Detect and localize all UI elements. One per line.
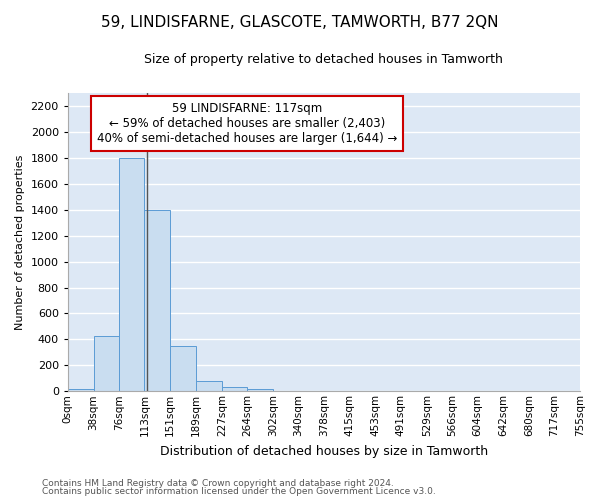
Text: 59, LINDISFARNE, GLASCOTE, TAMWORTH, B77 2QN: 59, LINDISFARNE, GLASCOTE, TAMWORTH, B77…	[101, 15, 499, 30]
Bar	[94, 336, 119, 392]
Bar	[145, 210, 170, 392]
Bar	[170, 346, 196, 392]
Title: Size of property relative to detached houses in Tamworth: Size of property relative to detached ho…	[145, 52, 503, 66]
X-axis label: Distribution of detached houses by size in Tamworth: Distribution of detached houses by size …	[160, 444, 488, 458]
Text: Contains public sector information licensed under the Open Government Licence v3: Contains public sector information licen…	[42, 487, 436, 496]
Text: Contains HM Land Registry data © Crown copyright and database right 2024.: Contains HM Land Registry data © Crown c…	[42, 478, 394, 488]
Bar	[68, 390, 94, 392]
Bar	[247, 390, 272, 392]
Bar	[119, 158, 145, 392]
Y-axis label: Number of detached properties: Number of detached properties	[15, 154, 25, 330]
Text: 59 LINDISFARNE: 117sqm
← 59% of detached houses are smaller (2,403)
40% of semi-: 59 LINDISFARNE: 117sqm ← 59% of detached…	[97, 102, 397, 145]
Bar	[222, 388, 247, 392]
Bar	[196, 381, 222, 392]
